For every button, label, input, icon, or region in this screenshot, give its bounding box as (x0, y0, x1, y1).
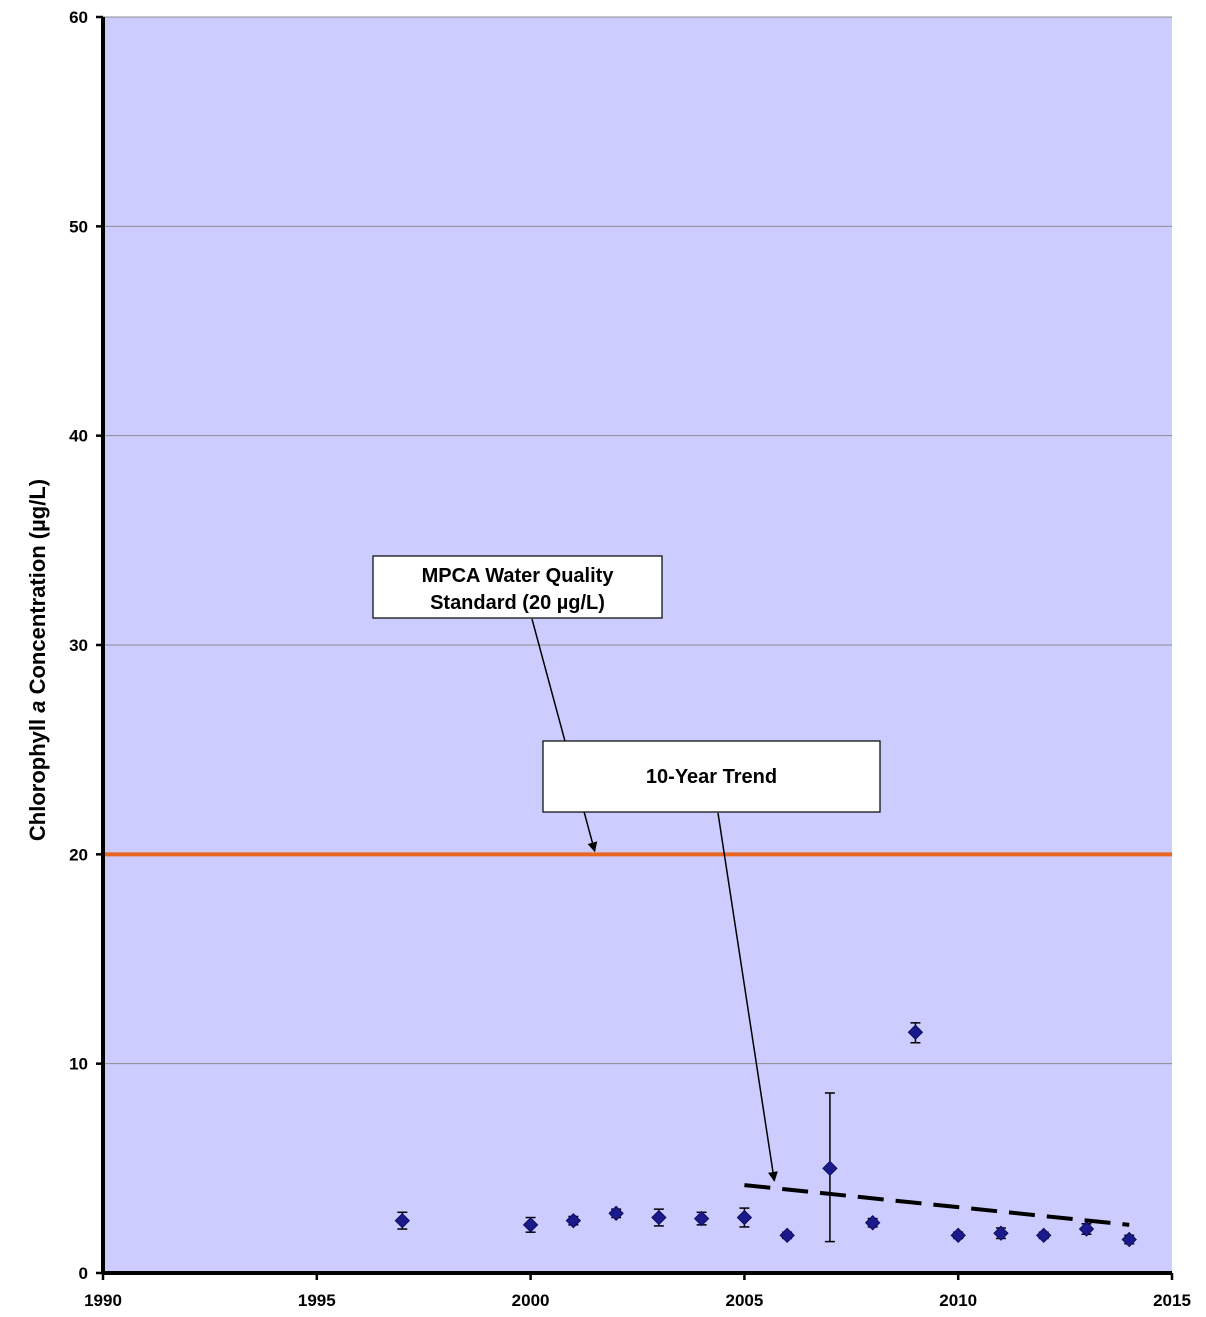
data-point-2011 (993, 1225, 1009, 1241)
data-point-2007 (822, 1092, 838, 1243)
data-point-2014 (1121, 1231, 1137, 1248)
marker-2003 (651, 1209, 667, 1226)
data-point-2003 (651, 1208, 667, 1227)
x-tick-label-0: 1990 (84, 1291, 122, 1310)
annotation-standard: MPCA Water Quality Standard (20 µg/L) (372, 555, 663, 853)
y-tick-label-3: 30 (69, 636, 88, 655)
data-point-1997 (394, 1211, 411, 1230)
y-tick-label-0: 0 (79, 1264, 88, 1283)
x-tick-label-4: 2010 (939, 1291, 977, 1310)
annotation-standard-line-2: Standard (20 µg/L) (430, 592, 605, 614)
marker-2006 (779, 1227, 795, 1244)
marker-2014 (1121, 1231, 1137, 1248)
marker-2011 (993, 1225, 1009, 1241)
y-tick-label-6: 60 (69, 8, 88, 27)
data-point-2009 (907, 1022, 924, 1044)
data-point-2006 (779, 1227, 795, 1244)
x-tick-label-1: 1995 (298, 1291, 336, 1310)
data-point-2000 (522, 1216, 539, 1233)
data-point-2001 (565, 1212, 582, 1229)
data-point-2008 (864, 1215, 881, 1231)
marker-1997 (394, 1212, 411, 1229)
y-axis-label-italic: a (25, 701, 50, 713)
marker-2004 (693, 1210, 710, 1227)
annotation-trend-label: 10-Year Trend (646, 766, 777, 788)
data-point-2002 (608, 1205, 624, 1222)
marker-2008 (864, 1215, 881, 1231)
annotation-standard-box (372, 555, 663, 619)
y-tick-label-1: 10 (69, 1055, 88, 1074)
x-tick-label-3: 2005 (725, 1291, 763, 1310)
data-point-2004 (693, 1210, 710, 1227)
annotation-trend-box (542, 740, 881, 813)
marker-2002 (608, 1205, 624, 1222)
y-axis-label: Chlorophyll a Concentration (µg/L) (25, 479, 50, 841)
data-point-2012 (1036, 1227, 1052, 1244)
marker-2005 (736, 1209, 753, 1226)
marker-2012 (1036, 1227, 1052, 1244)
y-tick-label-4: 40 (69, 427, 88, 446)
annotation-standard-arrow (531, 618, 598, 853)
data-point-2013 (1078, 1221, 1095, 1237)
x-tick-label-2: 2000 (512, 1291, 550, 1310)
marker-2007 (822, 1160, 838, 1177)
data-points (394, 1022, 1137, 1248)
annotation-standard-line-1: MPCA Water Quality (422, 565, 615, 587)
annotation-trend: 10-Year Trend (542, 740, 881, 1182)
tick-labels: 0 10 20 30 40 50 60 1990 1995 2000 2005 2010 2015 (69, 8, 1191, 1310)
annotation-trend-arrow (717, 812, 778, 1182)
y-tick-label-2: 20 (69, 845, 88, 864)
y-tick-label-5: 50 (69, 217, 88, 236)
y-axis-label-part-1: Chlorophyll (25, 713, 50, 841)
marker-2010 (950, 1227, 966, 1244)
trend-line-group (744, 1183, 1130, 1227)
data-point-2005 (736, 1207, 753, 1228)
trend-line (744, 1183, 1130, 1227)
marker-2013 (1078, 1221, 1095, 1237)
marker-2001 (565, 1212, 582, 1229)
data-point-2010 (950, 1227, 966, 1244)
x-tick-label-5: 2015 (1153, 1291, 1191, 1310)
marker-2000 (522, 1217, 539, 1233)
y-axis-label-part-2: Concentration (µg/L) (25, 479, 50, 701)
marker-2009 (907, 1024, 924, 1040)
